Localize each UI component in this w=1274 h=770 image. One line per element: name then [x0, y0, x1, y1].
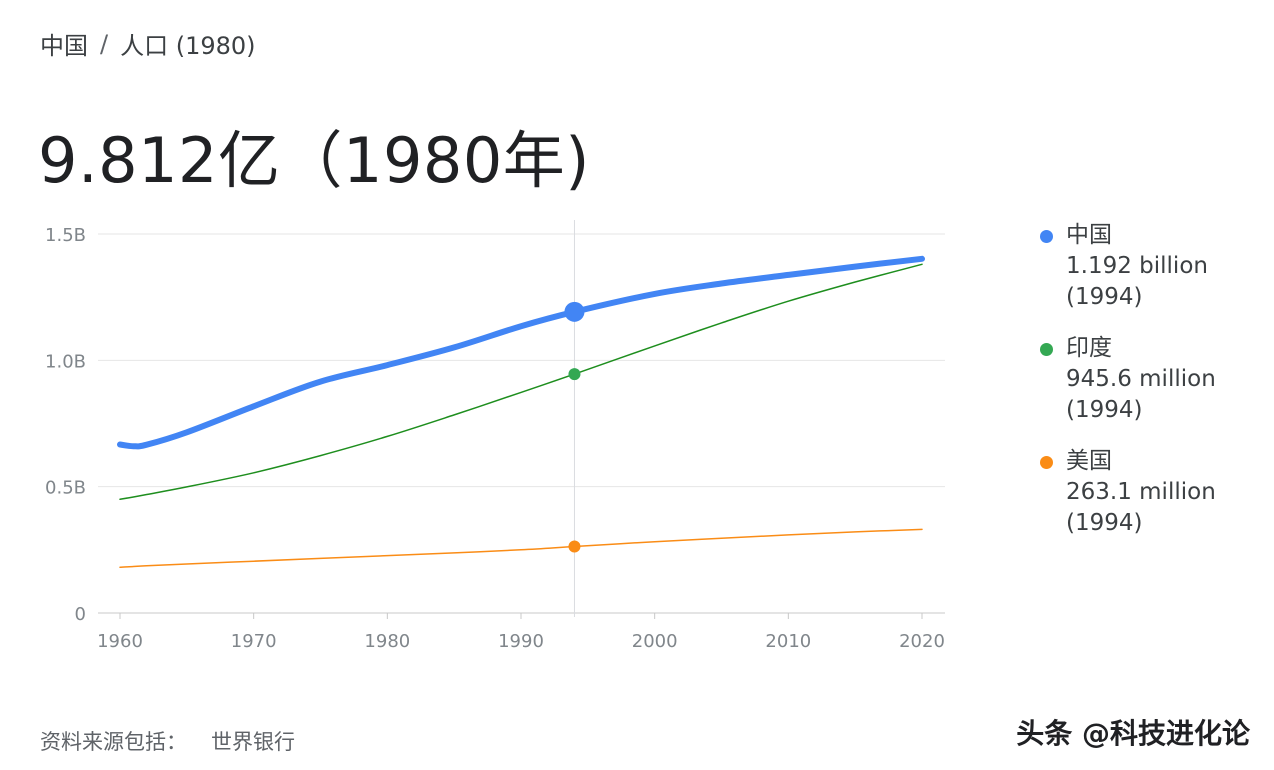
legend-item-usa[interactable]: 美国 263.1 million (1994): [1038, 446, 1268, 539]
legend-value: 945.6 million: [1066, 366, 1216, 392]
series-line-美国: [119, 528, 923, 569]
y-tick-label: 1.0B: [45, 351, 86, 372]
breadcrumb-country-link[interactable]: 中国: [40, 32, 88, 60]
legend-item-india[interactable]: 印度 945.6 million (1994): [1038, 333, 1268, 426]
legend-value: 263.1 million: [1066, 479, 1216, 505]
source-link-world-bank[interactable]: 世界银行: [211, 730, 295, 754]
y-tick-label: 1.5B: [45, 225, 86, 246]
population-headline: 9.812亿（1980年): [38, 124, 590, 197]
legend-dot-china: [1040, 230, 1053, 243]
y-axis-tick-labels: 0 0.5B 1.0B 1.5B: [45, 225, 86, 625]
legend-name: 印度: [1066, 335, 1112, 361]
legend-year: (1994): [1066, 510, 1143, 536]
series-line-印度: [119, 263, 923, 501]
series-lines: [117, 255, 925, 569]
breadcrumb-topic: 人口 (1980): [120, 32, 256, 60]
x-tick-label: 1960: [97, 631, 143, 652]
legend-year: (1994): [1066, 397, 1143, 423]
x-axis-tick-labels: 1960 1970 1980 1990 2000 2010 2020: [97, 631, 945, 652]
y-tick-label: 0: [75, 604, 86, 625]
hover-point-印度: [568, 368, 581, 381]
x-tick-label: 2020: [899, 631, 945, 652]
legend-dot-india: [1040, 343, 1053, 356]
legend-name: 美国: [1066, 448, 1112, 474]
legend-year: (1994): [1066, 284, 1143, 310]
x-tick-label: 2010: [765, 631, 811, 652]
breadcrumb: 中国 / 人口 (1980): [40, 26, 256, 61]
legend-item-china[interactable]: 中国 1.192 billion (1994): [1038, 220, 1268, 313]
hover-point-中国: [564, 301, 585, 322]
breadcrumb-separator: /: [100, 29, 109, 58]
chart-gridlines: [98, 233, 945, 619]
chart-legend: 中国 1.192 billion (1994) 印度 945.6 million…: [1038, 220, 1268, 559]
source-label: 资料来源包括：: [40, 730, 187, 754]
series-line-中国: [117, 255, 925, 450]
x-tick-label: 1990: [498, 631, 544, 652]
legend-value: 1.192 billion: [1066, 253, 1208, 279]
source-note: 资料来源包括： 世界银行: [40, 726, 295, 756]
legend-dot-usa: [1040, 456, 1053, 469]
x-tick-label: 1970: [231, 631, 277, 652]
hover-points: [564, 301, 585, 553]
population-line-chart[interactable]: 0 0.5B 1.0B 1.5B 1960 1970 1980 1990 2000 2010 20…: [0, 200, 1000, 660]
legend-name: 中国: [1066, 222, 1112, 248]
y-tick-label: 0.5B: [45, 478, 86, 499]
watermark: 头条 @科技进化论: [1016, 717, 1250, 750]
x-tick-label: 1980: [364, 631, 410, 652]
x-tick-label: 2000: [632, 631, 678, 652]
hover-point-美国: [568, 540, 581, 553]
